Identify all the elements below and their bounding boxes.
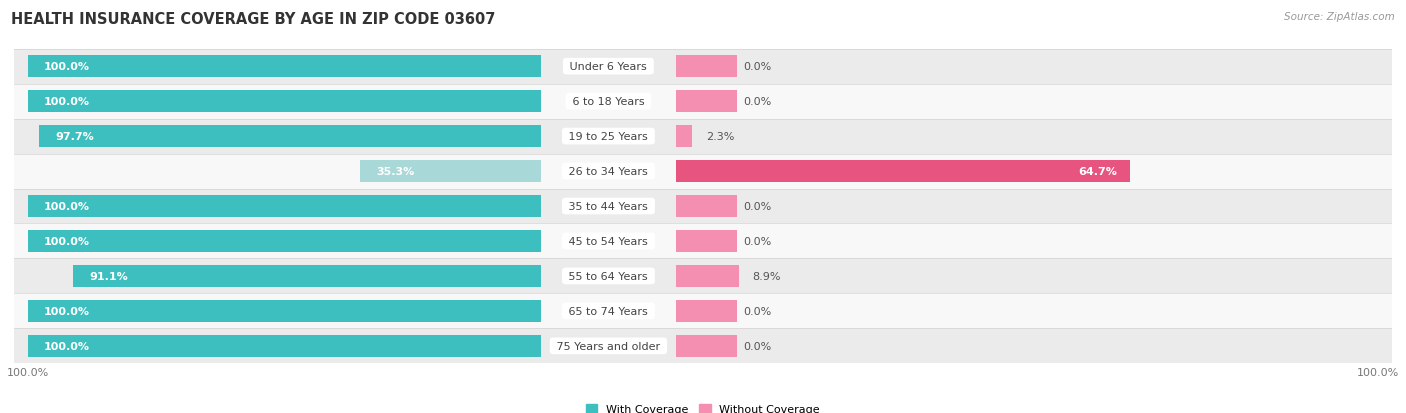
Text: 45 to 54 Years: 45 to 54 Years xyxy=(565,236,651,247)
Bar xyxy=(28,230,541,252)
Legend: With Coverage, Without Coverage: With Coverage, Without Coverage xyxy=(586,404,820,413)
Text: 8.9%: 8.9% xyxy=(752,271,780,281)
Bar xyxy=(14,189,1392,224)
Bar xyxy=(73,266,541,287)
Bar xyxy=(676,335,737,357)
Text: 0.0%: 0.0% xyxy=(744,341,772,351)
Text: 0.0%: 0.0% xyxy=(744,236,772,247)
Text: 75 Years and older: 75 Years and older xyxy=(553,341,664,351)
Bar xyxy=(676,161,1130,183)
Bar xyxy=(676,196,737,217)
Text: 0.0%: 0.0% xyxy=(744,62,772,72)
Text: 19 to 25 Years: 19 to 25 Years xyxy=(565,132,651,142)
Text: 35.3%: 35.3% xyxy=(375,166,415,177)
Bar xyxy=(14,154,1392,189)
Bar xyxy=(14,119,1392,154)
Bar xyxy=(14,259,1392,294)
Bar xyxy=(28,196,541,217)
Text: 100.0%: 100.0% xyxy=(44,97,90,107)
Text: 55 to 64 Years: 55 to 64 Years xyxy=(565,271,651,281)
Text: 0.0%: 0.0% xyxy=(744,306,772,316)
Text: 6 to 18 Years: 6 to 18 Years xyxy=(569,97,648,107)
Bar xyxy=(676,126,692,147)
Text: 100.0%: 100.0% xyxy=(44,341,90,351)
Text: 91.1%: 91.1% xyxy=(90,271,128,281)
Bar xyxy=(39,126,541,147)
Text: 100.0%: 100.0% xyxy=(44,306,90,316)
Bar xyxy=(14,294,1392,329)
Text: 0.0%: 0.0% xyxy=(744,202,772,211)
Text: 100.0%: 100.0% xyxy=(44,236,90,247)
Text: Under 6 Years: Under 6 Years xyxy=(567,62,651,72)
Text: 64.7%: 64.7% xyxy=(1078,166,1116,177)
Bar xyxy=(14,84,1392,119)
Text: HEALTH INSURANCE COVERAGE BY AGE IN ZIP CODE 03607: HEALTH INSURANCE COVERAGE BY AGE IN ZIP … xyxy=(11,12,496,27)
Text: 97.7%: 97.7% xyxy=(56,132,94,142)
Bar xyxy=(360,161,541,183)
Bar xyxy=(28,91,541,113)
Bar xyxy=(676,56,737,78)
Text: 65 to 74 Years: 65 to 74 Years xyxy=(565,306,651,316)
Bar xyxy=(14,329,1392,363)
Text: 0.0%: 0.0% xyxy=(744,97,772,107)
Bar xyxy=(28,300,541,322)
Bar xyxy=(676,91,737,113)
Text: 2.3%: 2.3% xyxy=(706,132,734,142)
Bar xyxy=(28,335,541,357)
Bar xyxy=(28,56,541,78)
Text: Source: ZipAtlas.com: Source: ZipAtlas.com xyxy=(1284,12,1395,22)
Bar xyxy=(14,224,1392,259)
Bar xyxy=(14,50,1392,84)
Text: 100.0%: 100.0% xyxy=(44,202,90,211)
Bar xyxy=(676,300,737,322)
Bar xyxy=(676,230,737,252)
Text: 26 to 34 Years: 26 to 34 Years xyxy=(565,166,651,177)
Text: 100.0%: 100.0% xyxy=(44,62,90,72)
Bar xyxy=(676,266,738,287)
Text: 35 to 44 Years: 35 to 44 Years xyxy=(565,202,651,211)
